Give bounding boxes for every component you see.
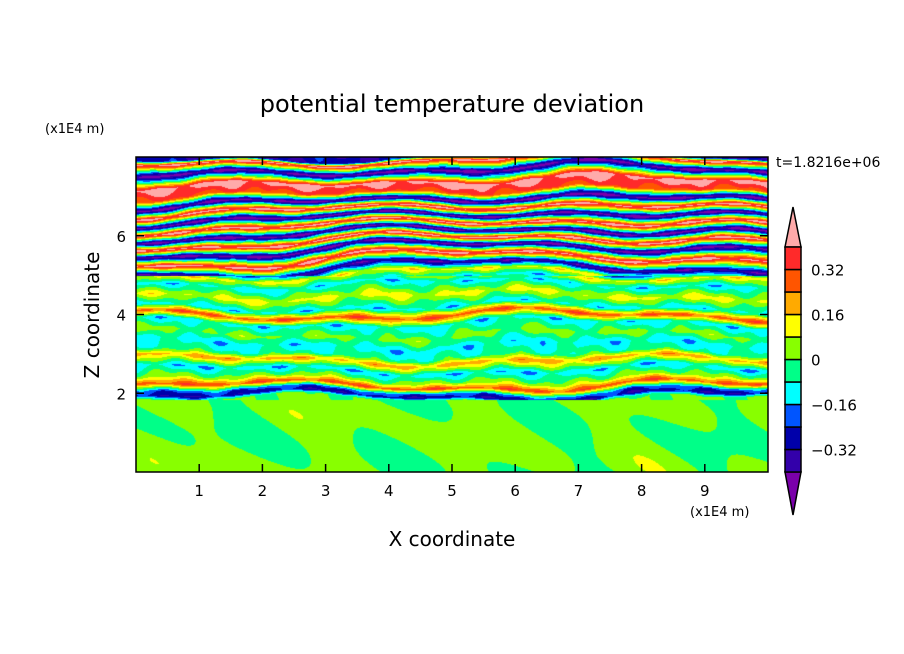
x-tick-label: 1	[194, 482, 204, 500]
chart-title: potential temperature deviation	[260, 90, 644, 118]
plot-frame	[135, 156, 769, 473]
colorbar-bin	[784, 448, 802, 473]
contour-field	[136, 157, 768, 472]
colorbar-bin	[784, 358, 802, 383]
colorbar-bin	[784, 403, 802, 428]
colorbar-bin	[784, 381, 802, 406]
x-tick-label: 2	[258, 482, 268, 500]
x-tick-label: 8	[637, 482, 647, 500]
colorbar-bin	[784, 313, 802, 338]
x-tick-label: 6	[510, 482, 520, 500]
colorbar-bin	[784, 291, 802, 316]
time-label: t=1.8216e+06	[776, 155, 880, 171]
colorbar-label: 0	[811, 352, 821, 370]
x-tick-label: 3	[321, 482, 331, 500]
x-tick-label: 9	[700, 482, 710, 500]
y-tick-label: 4	[116, 307, 126, 325]
x-tick-label: 5	[447, 482, 457, 500]
colorbar-label: 0.16	[811, 307, 844, 325]
x-unit-label: (x1E4 m)	[690, 505, 749, 520]
colorbar-bin	[784, 336, 802, 361]
x-tick-label: 7	[574, 482, 584, 500]
y-unit-label: (x1E4 m)	[45, 122, 104, 137]
y-tick-label: 2	[116, 385, 126, 403]
colorbar-bin	[784, 246, 802, 271]
y-axis-label: Z coordinate	[80, 252, 104, 379]
colorbar-label: −0.32	[811, 442, 857, 460]
colorbar-bin	[784, 268, 802, 293]
x-axis-label: X coordinate	[389, 527, 516, 551]
colorbar-label: 0.32	[811, 262, 844, 280]
colorbar-under-triangle	[784, 471, 802, 516]
x-tick-label: 4	[384, 482, 394, 500]
y-tick-label: 6	[116, 228, 126, 246]
colorbar-over-triangle	[784, 206, 802, 248]
colorbar-bin	[784, 426, 802, 451]
colorbar-label: −0.16	[811, 397, 857, 415]
